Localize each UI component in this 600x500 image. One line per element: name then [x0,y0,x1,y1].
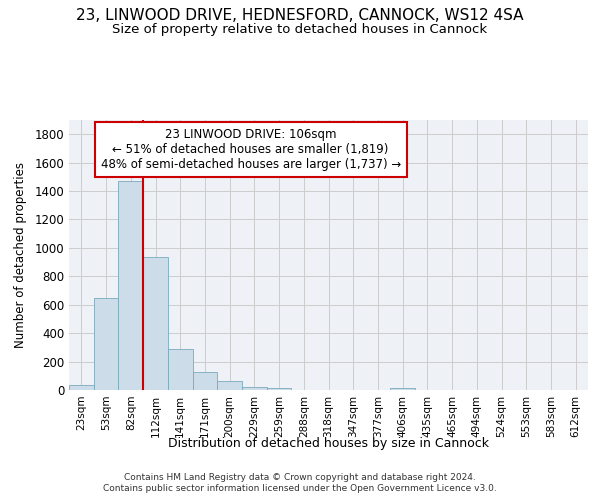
Bar [143,257,168,390]
Bar [168,349,193,390]
Bar [217,381,242,390]
Text: Size of property relative to detached houses in Cannock: Size of property relative to detached ho… [112,22,488,36]
Bar [69,384,94,390]
Bar [390,388,415,390]
Text: 23, LINWOOD DRIVE, HEDNESFORD, CANNOCK, WS12 4SA: 23, LINWOOD DRIVE, HEDNESFORD, CANNOCK, … [76,8,524,22]
Bar [267,388,292,390]
Text: Contains public sector information licensed under the Open Government Licence v3: Contains public sector information licen… [103,484,497,493]
Text: Distribution of detached houses by size in Cannock: Distribution of detached houses by size … [168,438,490,450]
Bar [94,298,118,390]
Y-axis label: Number of detached properties: Number of detached properties [14,162,28,348]
Bar [242,387,267,390]
Text: Contains HM Land Registry data © Crown copyright and database right 2024.: Contains HM Land Registry data © Crown c… [124,472,476,482]
Bar [193,372,217,390]
Bar [118,181,143,390]
Text: 23 LINWOOD DRIVE: 106sqm
← 51% of detached houses are smaller (1,819)
48% of sem: 23 LINWOOD DRIVE: 106sqm ← 51% of detach… [101,128,401,171]
